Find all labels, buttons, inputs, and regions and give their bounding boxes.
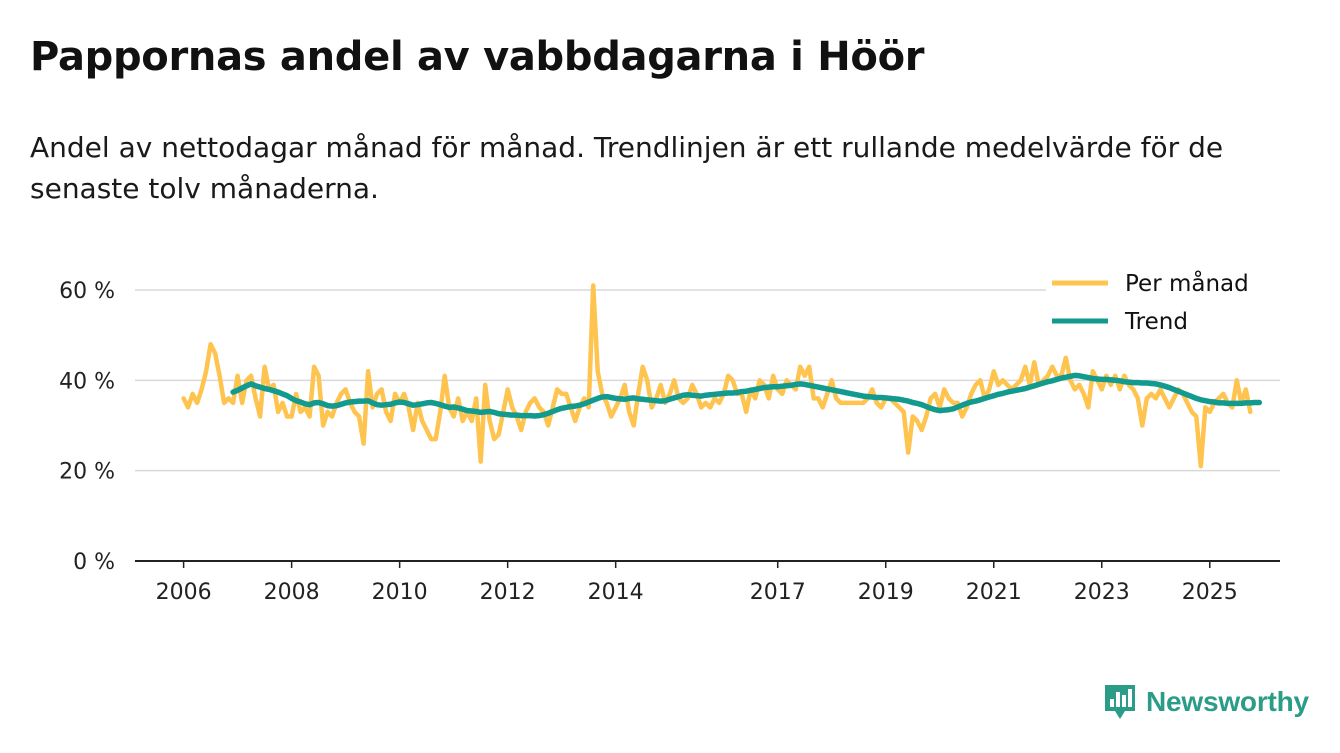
page-subtitle: Andel av nettodagar månad för månad. Tre…	[30, 131, 1224, 205]
series-line-monthly	[181, 283, 1253, 469]
legend-label-monthly: Per månad	[1125, 269, 1249, 297]
legend-background	[1046, 266, 1282, 351]
x-tick-label: 2010	[372, 580, 428, 605]
page-title: Pappornas andel av vabbdagarna i Höör	[30, 34, 925, 80]
y-tick-label: 0 %	[73, 550, 115, 575]
y-tick-label: 60 %	[59, 279, 115, 304]
x-axis: 2006 2008 2010 2012 2014 2017 2019 2021 2023 2025	[135, 560, 1280, 605]
x-tick-label: 2021	[966, 580, 1022, 605]
series-line-trend	[230, 372, 1263, 419]
x-tick-label: 2012	[480, 580, 536, 605]
y-tick-label: 20 %	[59, 460, 115, 485]
y-axis: 0 % 20 % 40 % 60 %	[59, 279, 115, 575]
x-tick-label: 2017	[750, 580, 806, 605]
newsworthy-logo-icon	[1105, 685, 1135, 719]
legend: Per månad Trend	[1046, 266, 1282, 351]
x-tick-label: 2014	[588, 580, 644, 605]
newsworthy-brand: Newsworthy	[1103, 683, 1309, 721]
x-tick-label: 2023	[1074, 580, 1130, 605]
legend-label-trend: Trend	[1124, 309, 1188, 335]
brand-name: Newsworthy	[1146, 686, 1309, 717]
y-tick-label: 40 %	[59, 369, 115, 394]
series-lines	[181, 283, 1263, 469]
x-tick-label: 2019	[858, 580, 914, 605]
x-tick-label: 2008	[264, 580, 320, 605]
x-tick-label: 2006	[156, 580, 212, 605]
x-tick-label: 2025	[1182, 580, 1238, 605]
